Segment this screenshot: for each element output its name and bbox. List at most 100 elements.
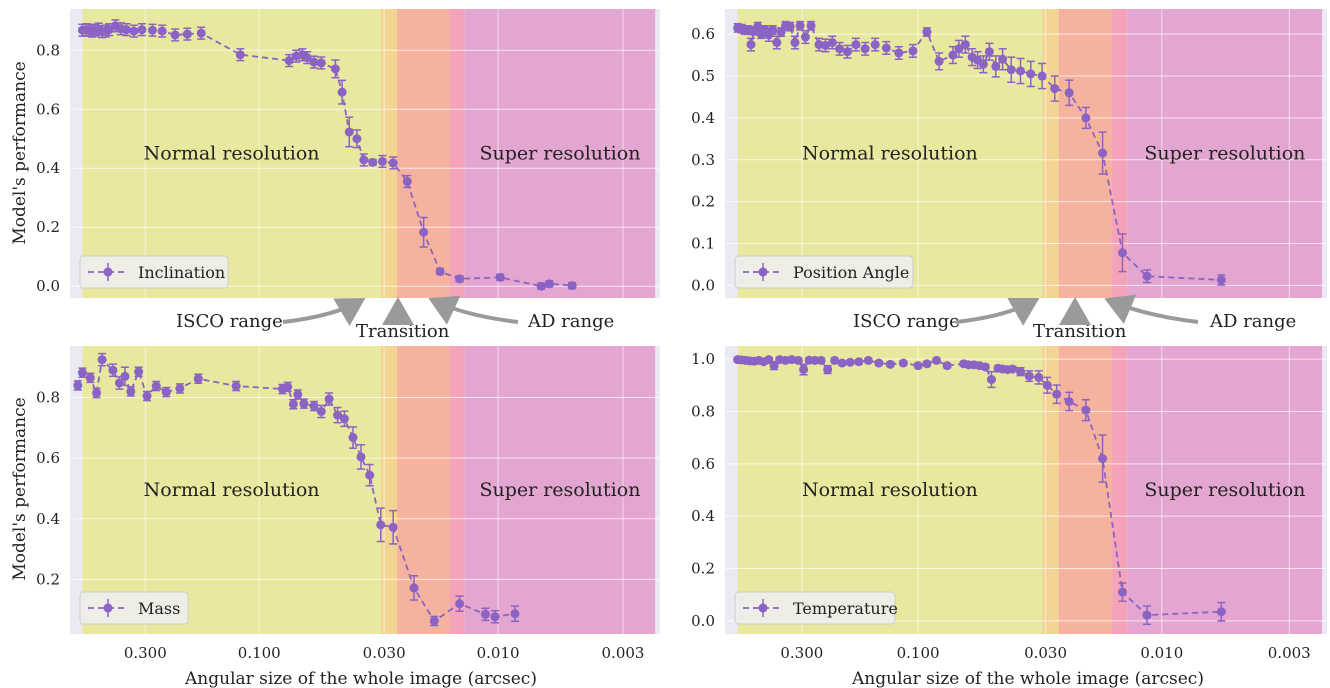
isco-band <box>1042 346 1059 634</box>
data-point <box>283 382 293 392</box>
data-point <box>785 22 795 32</box>
data-point <box>960 40 970 50</box>
data-point <box>863 355 873 365</box>
data-point <box>182 29 192 39</box>
data-point <box>137 25 147 35</box>
data-point <box>980 362 990 372</box>
data-point <box>365 470 375 480</box>
data-point <box>1064 88 1074 98</box>
x-tick-label: 0.300 <box>780 644 823 662</box>
data-point <box>1216 275 1226 285</box>
data-point <box>231 381 241 391</box>
data-point <box>1052 389 1062 399</box>
data-point <box>898 358 908 368</box>
data-point <box>490 612 500 622</box>
ad-arrow-left <box>428 295 519 325</box>
data-point <box>85 373 95 383</box>
data-point <box>768 25 778 35</box>
data-point <box>309 57 319 67</box>
ad-band <box>1112 346 1128 634</box>
y-tick-label: 0.3 <box>691 151 715 169</box>
y-tick-label: 0.2 <box>691 193 715 211</box>
legend: Position Angle <box>734 255 914 289</box>
data-point <box>235 50 245 60</box>
data-point <box>885 359 895 369</box>
isco-range-label-left: ISCO range <box>176 311 283 332</box>
super-resolution-label: Super resolution <box>479 479 640 501</box>
legend-box <box>734 591 896 625</box>
data-point <box>121 25 131 35</box>
y-tick-label: 0.4 <box>691 109 715 127</box>
data-point <box>1006 65 1016 75</box>
data-point <box>793 355 803 365</box>
y-tick-label: 0.0 <box>691 612 715 630</box>
isco-arrow-right <box>955 298 1040 326</box>
isco-range-label-right: ISCO range <box>853 311 960 332</box>
data-point <box>92 388 102 398</box>
data-point <box>922 359 932 369</box>
data-point <box>1081 405 1091 415</box>
data-point <box>1024 371 1034 381</box>
data-point <box>337 87 347 97</box>
data-point <box>1016 367 1026 377</box>
data-point <box>894 48 904 58</box>
panel-inclination: Normal resolution Super resolution 0.0 0.2 0… <box>36 9 660 298</box>
y-tick-label: 0.6 <box>691 25 715 43</box>
annotations-left: ISCO range Transition AD range <box>176 295 614 342</box>
transition-band <box>397 346 450 634</box>
data-point <box>1064 397 1074 407</box>
data-point <box>544 279 554 289</box>
data-point <box>129 26 139 36</box>
data-point <box>830 355 840 365</box>
data-point <box>769 361 779 371</box>
data-point <box>1007 364 1017 374</box>
data-point <box>881 43 891 53</box>
data-point <box>142 391 152 401</box>
data-point <box>1016 66 1026 76</box>
y-tick-label: 1.0 <box>691 350 715 368</box>
data-point <box>324 394 334 404</box>
legend-marker <box>758 267 768 277</box>
data-point <box>161 387 171 397</box>
legend-box <box>79 591 189 625</box>
isco-band <box>380 9 398 298</box>
legend: Temperature <box>734 591 898 625</box>
data-point <box>978 59 988 69</box>
y-tick-label: 0.5 <box>691 67 715 85</box>
data-point <box>795 21 805 31</box>
isco-band <box>380 346 398 634</box>
data-point <box>991 61 1001 71</box>
data-point <box>874 358 884 368</box>
data-point <box>330 64 340 74</box>
data-point <box>870 40 880 50</box>
data-point <box>908 46 918 56</box>
annotations-right: ISCO range Transition AD range <box>853 294 1296 342</box>
data-point <box>942 361 952 371</box>
data-point <box>1042 380 1052 390</box>
transition-band <box>397 9 450 298</box>
legend-label: Mass <box>138 599 180 618</box>
data-point <box>851 40 861 50</box>
legend-label: Position Angle <box>793 263 909 282</box>
data-point <box>790 38 800 48</box>
data-point <box>151 381 161 391</box>
data-point <box>409 583 419 593</box>
data-point <box>126 386 136 396</box>
y-tick-label: 0.4 <box>691 507 715 525</box>
data-point <box>536 281 546 291</box>
data-point <box>1117 248 1127 258</box>
super-resolution-label: Super resolution <box>1144 142 1305 164</box>
data-point <box>388 522 398 532</box>
data-point <box>772 38 782 48</box>
data-point <box>120 371 130 381</box>
x-tick-label: 0.030 <box>1024 644 1067 662</box>
data-point <box>284 56 294 66</box>
legend: Inclination <box>79 255 229 289</box>
panel-position-angle: Normal resolution Super resolution 0.0 0.1 0… <box>691 9 1327 298</box>
data-point <box>377 156 387 166</box>
x-tick-label: 0.003 <box>1268 644 1311 662</box>
data-point <box>429 616 439 626</box>
data-point <box>480 609 490 619</box>
data-point <box>419 227 429 237</box>
ad-band <box>449 346 465 634</box>
